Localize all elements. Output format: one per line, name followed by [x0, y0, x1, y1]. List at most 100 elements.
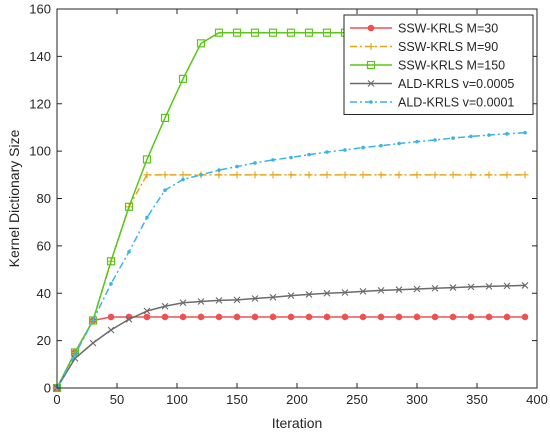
series-1	[53, 171, 529, 392]
series-1-point-13	[287, 171, 295, 179]
series-3-point-6	[161, 302, 169, 310]
x-tick-label-7: 350	[466, 392, 488, 407]
series-1-point-12	[269, 171, 277, 179]
series-3-point-10	[233, 296, 241, 304]
series-3-point-14	[305, 291, 313, 298]
series-3-point-18	[377, 287, 385, 294]
series-3-point-21	[431, 284, 439, 292]
series-1-point-17	[359, 171, 367, 179]
series-4-point-24	[487, 133, 491, 137]
series-4-point-12	[271, 158, 275, 162]
series-1-point-10	[233, 171, 241, 179]
series-1-point-14	[305, 171, 313, 179]
series-3-point-1	[71, 355, 79, 362]
series-4-point-7	[181, 177, 185, 182]
series-0-point-21	[431, 313, 439, 321]
series-4-point-13	[289, 155, 293, 160]
series-4-point-25	[505, 132, 509, 136]
series-4-point-2	[91, 318, 95, 323]
y-tick-label-4: 80	[37, 191, 51, 206]
series-0-point-8	[197, 313, 205, 321]
series-1-point-26	[521, 171, 529, 179]
y-tick-label-7: 140	[29, 49, 51, 64]
series-2-point-13	[286, 28, 296, 37]
series-0-line	[56, 316, 525, 389]
series-3-point-25	[503, 282, 511, 290]
legend-marker-4	[369, 100, 373, 104]
x-tick-label-8: 400	[526, 392, 548, 407]
series-0	[53, 313, 529, 392]
legend-label-3: ALD-KRLS v=0.0005	[398, 77, 514, 91]
series-0-point-6	[161, 313, 169, 321]
series-4-point-9	[217, 168, 221, 172]
series-1-point-6	[161, 171, 169, 179]
series-1-point-19	[395, 171, 403, 179]
x-tick-label-1: 50	[110, 392, 124, 407]
legend-label-4: ALD-KRLS v=0.0001	[398, 96, 514, 110]
series-4	[55, 130, 527, 390]
series-0-point-19	[395, 313, 403, 321]
series-2-point-12	[268, 28, 278, 37]
y-tick-label-8: 160	[29, 2, 51, 17]
series-4-point-4	[127, 249, 131, 254]
series-3-point-2	[89, 339, 97, 347]
y-tick-label-2: 40	[37, 286, 51, 301]
series-3-point-19	[395, 286, 403, 294]
series-4-point-19	[397, 141, 401, 146]
series-4-point-8	[199, 173, 203, 177]
y-tick-label-0: 0	[44, 381, 51, 396]
series-1-point-9	[215, 171, 223, 179]
series-0-point-16	[341, 313, 349, 321]
series-0-point-23	[467, 313, 475, 321]
series-3-point-3	[107, 326, 115, 334]
series-4-point-21	[433, 138, 437, 142]
series-1-point-22	[449, 171, 457, 179]
series-4-point-10	[235, 164, 239, 169]
series-0-point-24	[485, 313, 493, 321]
series-3-point-24	[485, 282, 493, 290]
series-0-point-3	[107, 313, 115, 321]
x-axis-label: Iteration	[272, 415, 323, 431]
y-axis-label: Kernel Dictionary Size	[6, 129, 22, 267]
legend-marker-0	[367, 24, 375, 32]
x-tick-label-2: 100	[166, 392, 188, 407]
series-0-point-15	[323, 313, 331, 321]
series-2-point-6	[160, 113, 170, 123]
series-1-point-18	[377, 171, 385, 179]
series-4-point-3	[109, 281, 113, 286]
series-4-point-15	[325, 150, 329, 154]
series-0-point-25	[503, 313, 511, 321]
series-0-point-13	[287, 313, 295, 321]
series-1-point-11	[251, 171, 259, 179]
series-4-point-16	[343, 148, 347, 152]
y-tick-label-1: 20	[37, 333, 51, 348]
series-1-point-21	[431, 171, 439, 179]
series-1-point-25	[503, 171, 511, 179]
legend-label-1: SSW-KRLS M=90	[398, 40, 498, 54]
series-3-point-17	[359, 287, 367, 295]
series-4-point-11	[253, 161, 257, 165]
series-3-point-22	[449, 284, 457, 291]
series-3-point-12	[269, 293, 277, 301]
series-4-point-5	[145, 215, 149, 220]
series-4-point-23	[469, 134, 473, 139]
series-4-point-26	[523, 130, 527, 135]
legend-marker-1	[367, 43, 375, 50]
series-1-point-20	[413, 171, 421, 179]
series-0-point-26	[521, 313, 529, 321]
series-1-point-23	[467, 171, 475, 179]
series-3-line	[56, 284, 526, 389]
legend-marker-3	[367, 80, 375, 87]
series-0-point-17	[359, 313, 367, 321]
axis-ticks: 0 50 100 150 200 250 300 350 400 0 20 40 60 80 100 120 1…	[29, 2, 548, 408]
series-3-point-7	[179, 299, 187, 307]
legend-marker-2	[366, 60, 376, 70]
series-0-point-5	[143, 313, 151, 321]
x-tick-label-5: 250	[346, 392, 368, 407]
series-1-point-24	[485, 171, 493, 179]
series-3-point-5	[143, 307, 151, 315]
x-tick-label-3: 150	[226, 392, 248, 407]
series-4-point-1	[73, 353, 77, 357]
